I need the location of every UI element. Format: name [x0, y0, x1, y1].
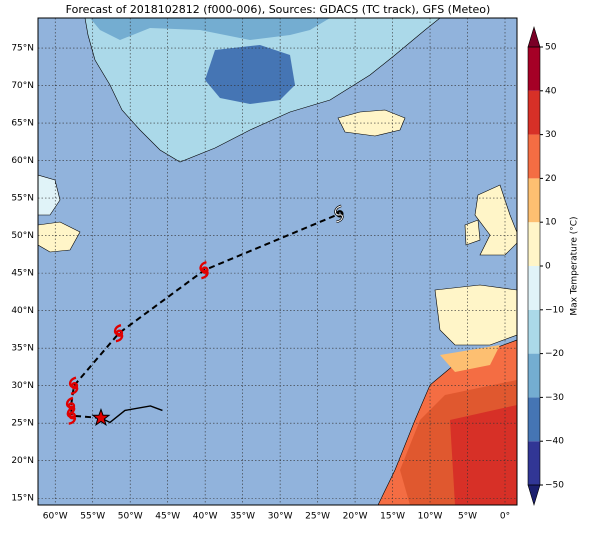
grid — [38, 18, 517, 505]
lon-tick-label: 5°W — [458, 512, 477, 522]
lon-tick-label: 30°W — [268, 512, 293, 522]
storm-symbol-inner — [334, 205, 343, 223]
colorbar-tick-label: 40 — [545, 86, 557, 96]
colorbar-tick-label: −20 — [545, 349, 564, 359]
colorbar-extend — [527, 484, 541, 507]
newfoundland — [38, 221, 81, 253]
lat-tick-label: 15°N — [11, 494, 34, 504]
colorbar-bin — [528, 309, 540, 354]
storm-symbol — [199, 260, 209, 280]
map-title: Forecast of 2018102812 (f000-006), Sourc… — [66, 3, 491, 16]
ireland — [464, 219, 481, 246]
lat-tick-label: 75°N — [11, 44, 34, 54]
colorbar-bin — [528, 353, 540, 398]
britain — [474, 184, 517, 256]
colorbar-tick-label: 10 — [545, 218, 557, 228]
iberia — [434, 284, 517, 346]
lon-tick-label: 0° — [500, 512, 510, 522]
lon-tick-label: 10°W — [418, 512, 443, 522]
lat-tick-label: 20°N — [11, 456, 34, 466]
colorbar-bin — [528, 47, 540, 91]
colorbar-tick-label: 0 — [545, 262, 551, 272]
lat-tick-label: 45°N — [11, 269, 34, 279]
lat-tick-label: 30°N — [11, 381, 34, 391]
lon-tick-label: 60°W — [43, 512, 68, 522]
colorbar-bin — [528, 134, 540, 179]
colorbar-tick-label: 30 — [545, 130, 557, 140]
lon-tick-label: 50°W — [118, 512, 143, 522]
colorbar-tick-label: −40 — [545, 437, 564, 447]
storm-position — [91, 407, 111, 427]
greenland-core — [205, 45, 295, 104]
colorbar-tick-label: 50 — [545, 43, 557, 53]
lon-tick-label: 55°W — [80, 512, 105, 522]
past-track — [100, 405, 163, 424]
axes: 60°W 55°W 50°W 45°W 40°W 35°W 30°W 25°W 20°W 15°W… — [11, 44, 510, 522]
lon-tick-label: 20°W — [343, 512, 368, 522]
storm-symbol — [113, 323, 124, 343]
lat-tick-label: 70°N — [11, 81, 34, 91]
colorbar-tick-label: −50 — [545, 481, 564, 491]
lon-tick-label: 40°W — [193, 512, 218, 522]
colorbar-extend — [527, 25, 541, 48]
colorbar-bin — [528, 90, 540, 135]
lon-tick-label: 25°W — [305, 512, 330, 522]
lat-tick-label: 50°N — [11, 231, 34, 241]
colorbar-bin — [528, 178, 540, 223]
colorbar-bin — [528, 441, 540, 485]
lat-tick-label: 60°N — [11, 156, 34, 166]
colorbar-tick-label: −10 — [545, 305, 564, 315]
colorbar-tick-label: 20 — [545, 174, 557, 184]
colorbar-bin — [528, 397, 540, 442]
colorbar-bin — [528, 222, 540, 266]
map-area — [38, 18, 517, 505]
lon-tick-label: 45°W — [155, 512, 180, 522]
lat-tick-label: 25°N — [11, 419, 34, 429]
lat-tick-label: 35°N — [11, 344, 34, 354]
colorbar-bin — [528, 266, 540, 310]
atlas — [440, 345, 500, 372]
lat-tick-label: 55°N — [11, 194, 34, 204]
tracks — [65, 204, 344, 427]
colorbar: −50 −40 −30 −20 −10 0 10 20 30 40 50 — [527, 25, 564, 507]
greenland-interior — [90, 18, 330, 40]
colorbar-label: Max Temperature (°C) — [570, 216, 580, 315]
colorbar-tick-label: −30 — [545, 393, 564, 403]
lon-tick-label: 15°W — [380, 512, 405, 522]
lat-tick-label: 40°N — [11, 306, 34, 316]
lat-tick-label: 65°N — [11, 119, 34, 129]
storm-symbol — [68, 376, 79, 395]
storm-symbol — [65, 396, 76, 416]
map-frame — [37, 17, 518, 506]
sahara — [450, 405, 517, 505]
lon-tick-label: 35°W — [230, 512, 255, 522]
